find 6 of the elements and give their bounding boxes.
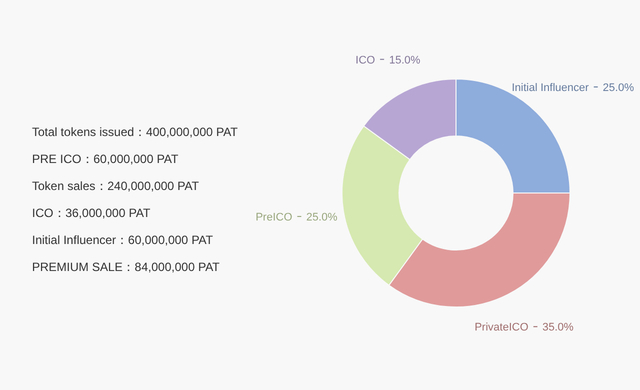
text: Initial Influencer：60,000,000 PAT (32, 233, 214, 247)
text: ICO：36,000,000 PAT (32, 206, 151, 220)
text: PREMIUM SALE：84,000,000 PAT (32, 260, 220, 274)
text: Total tokens issued：400,000,000 PAT (32, 125, 238, 139)
text: Token sales：240,000,000 PAT (32, 179, 200, 193)
text: PRE ICO：60,000,000 PAT (32, 152, 179, 166)
